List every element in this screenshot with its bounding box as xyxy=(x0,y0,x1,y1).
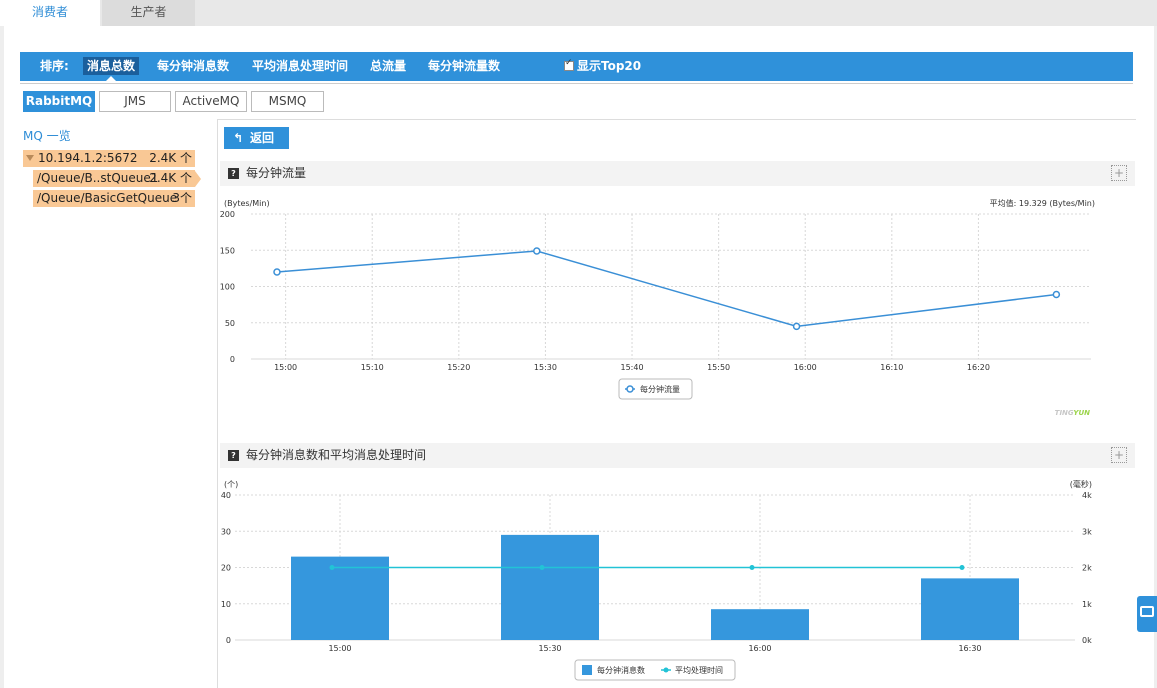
mq-tab-rabbitmq[interactable]: RabbitMQ xyxy=(23,91,95,112)
y-tick-label: 10 xyxy=(221,600,231,609)
top20-checkbox[interactable] xyxy=(564,58,574,71)
watermark-logo: TINGYUN xyxy=(1055,409,1090,417)
x-tick-label: 15:00 xyxy=(274,363,297,372)
expand-icon[interactable]: + xyxy=(1111,165,1127,181)
traffic-line-chart: (Bytes/Min) 平均值: 19.329 (Bytes/Min) 15:0… xyxy=(220,198,1095,417)
average-label: 平均值: 19.329 (Bytes/Min) xyxy=(990,198,1095,208)
tree-node-queue[interactable]: /Queue/B..stQueue1 2.4K 个 xyxy=(33,170,195,187)
y-tick-label-right: 0k xyxy=(1082,636,1092,645)
tree-node-queue[interactable]: /Queue/BasicGetQueue 3个 xyxy=(33,190,195,207)
sort-traffic-per-minute[interactable]: 每分钟流量数 xyxy=(428,59,501,73)
legend: 每分钟消息数 平均处理时间 xyxy=(574,659,736,681)
data-point xyxy=(533,247,541,255)
y-tick-label-right: 1k xyxy=(1082,600,1092,609)
messages-bar-chart: (个) (毫秒) 0 0k 10 1k 20 2k 30 3k 40 4k 15:00 15:30 1… xyxy=(221,479,1092,681)
x-tick-label: 16:20 xyxy=(967,363,990,372)
x-tick-label: 15:20 xyxy=(447,363,470,372)
caret-down-icon[interactable] xyxy=(26,155,34,161)
y-tick-label: 0 xyxy=(226,636,231,645)
sort-bar: 排序: 消息总数 每分钟消息数 平均消息处理时间 总流量 每分钟流量数 显示To… xyxy=(20,52,1133,81)
back-button[interactable]: ↰ 返回 xyxy=(224,127,289,149)
x-tick-label: 15:00 xyxy=(328,644,351,653)
y-tick-label: 150 xyxy=(220,246,235,255)
x-tick-label: 16:30 xyxy=(958,644,981,653)
y-tick-label: 40 xyxy=(221,491,231,500)
data-point xyxy=(273,268,281,276)
feedback-button[interactable] xyxy=(1137,596,1157,632)
data-point xyxy=(792,322,801,331)
sort-messages-per-minute[interactable]: 每分钟消息数 xyxy=(157,59,230,73)
tree-node-count: 2.4K 个 xyxy=(149,171,192,185)
selected-arrow xyxy=(195,171,201,187)
mq-tab-jms[interactable]: JMS xyxy=(99,91,171,112)
y-axis-label-right: (毫秒) xyxy=(1070,479,1092,489)
legend: 每分钟流量 xyxy=(618,378,693,400)
content-area xyxy=(217,119,1136,688)
sort-total-traffic[interactable]: 总流量 xyxy=(370,59,407,73)
y-tick-label-right: 3k xyxy=(1082,527,1092,536)
mq-tab-activemq[interactable]: ActiveMQ xyxy=(175,91,247,112)
bar xyxy=(921,578,1019,640)
data-point xyxy=(1052,290,1061,299)
legend-label: 平均处理时间 xyxy=(675,665,723,675)
tree-node-label: /Queue/B..stQueue1 xyxy=(37,171,159,185)
x-tick-label: 15:50 xyxy=(707,363,730,372)
y-tick-label-right: 2k xyxy=(1082,564,1092,573)
sort-total-messages[interactable]: 消息总数 xyxy=(83,57,140,81)
top-tab-bar: 消费者 生产者 xyxy=(0,0,1157,26)
chart-header-messages: ? 每分钟消息数和平均消息处理时间 + xyxy=(220,443,1135,468)
y-tick-label: 0 xyxy=(230,355,235,364)
y-tick-label: 20 xyxy=(221,564,231,573)
x-tick-label: 15:10 xyxy=(361,363,384,372)
data-point xyxy=(329,565,335,570)
x-tick-label: 15:40 xyxy=(620,363,643,372)
x-tick-label: 16:10 xyxy=(880,363,903,372)
back-button-label: 返回 xyxy=(250,131,275,145)
data-point xyxy=(959,565,965,570)
tree-node-server[interactable]: 10.194.1.2:5672 2.4K 个 xyxy=(23,150,195,167)
chart-title: 每分钟流量 xyxy=(246,166,307,180)
divider xyxy=(20,83,1133,84)
mq-tab-msmq[interactable]: MSMQ xyxy=(251,91,324,112)
y-axis-label-left: (个) xyxy=(224,480,238,489)
tree-node-label: /Queue/BasicGetQueue xyxy=(37,191,178,205)
back-arrow-icon: ↰ xyxy=(233,131,244,145)
help-icon[interactable]: ? xyxy=(228,450,239,461)
mq-overview-title: MQ 一览 xyxy=(23,129,71,143)
tree-node-count: 2.4K 个 xyxy=(149,151,192,165)
sort-avg-processing-time[interactable]: 平均消息处理时间 xyxy=(252,59,349,73)
tab-producer[interactable]: 生产者 xyxy=(102,0,195,26)
expand-icon[interactable]: + xyxy=(1111,447,1127,463)
data-point xyxy=(749,565,755,570)
y-tick-label: 200 xyxy=(220,210,235,219)
tab-consumer[interactable]: 消费者 xyxy=(0,0,100,26)
bar xyxy=(501,534,599,640)
chat-icon xyxy=(1140,606,1154,617)
chart-title: 每分钟消息数和平均消息处理时间 xyxy=(246,448,427,462)
sort-label: 排序: xyxy=(40,59,69,73)
chart-header-traffic: ? 每分钟流量 + xyxy=(220,161,1135,186)
tree-node-count: 3个 xyxy=(172,191,192,205)
y-tick-label: 30 xyxy=(221,527,231,536)
data-point xyxy=(539,565,545,570)
x-tick-label: 15:30 xyxy=(538,644,561,653)
legend-label: 每分钟流量 xyxy=(640,384,680,394)
y-tick-label: 100 xyxy=(220,283,235,292)
tree-node-label: 10.194.1.2:5672 xyxy=(38,151,138,165)
x-tick-label: 16:00 xyxy=(748,644,771,653)
y-tick-label-right: 4k xyxy=(1082,491,1092,500)
y-tick-label: 50 xyxy=(225,319,235,328)
x-tick-label: 16:00 xyxy=(794,363,817,372)
legend-label: 每分钟消息数 xyxy=(597,665,645,675)
top20-label: 显示Top20 xyxy=(577,59,642,73)
bar xyxy=(711,609,809,640)
bar xyxy=(291,556,389,640)
help-icon[interactable]: ? xyxy=(228,168,239,179)
y-axis-label: (Bytes/Min) xyxy=(224,199,270,208)
x-tick-label: 15:30 xyxy=(534,363,557,372)
